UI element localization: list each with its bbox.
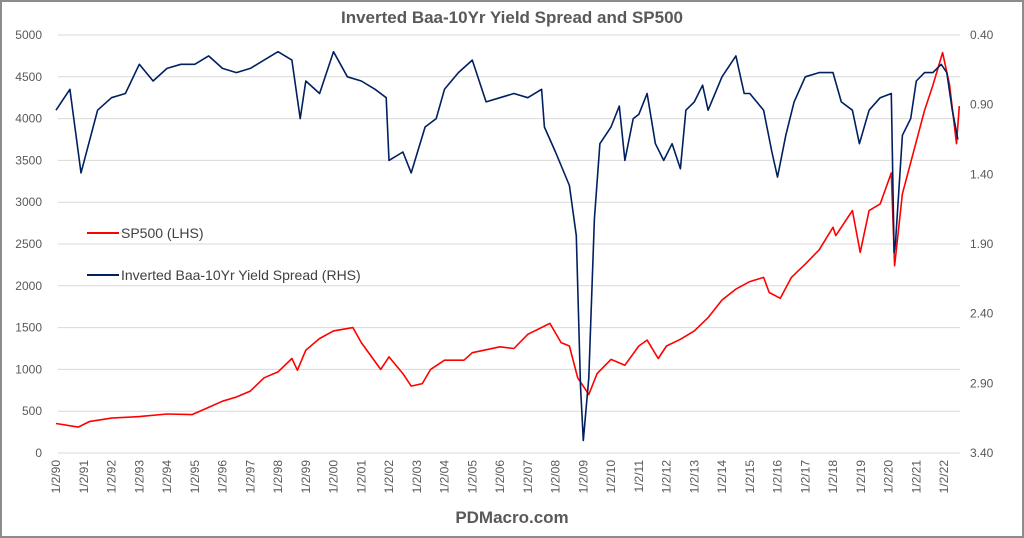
left-tick-label: 2500 <box>15 237 42 251</box>
x-tick-label: 1/2/91 <box>77 460 91 494</box>
legend-label: SP500 (LHS) <box>121 225 203 241</box>
left-tick-label: 3500 <box>15 153 42 167</box>
x-tick-label: 1/2/99 <box>299 460 313 494</box>
left-tick-label: 5000 <box>15 28 42 42</box>
x-tick-label: 1/2/14 <box>715 460 729 494</box>
x-tick-label: 1/2/12 <box>660 460 674 494</box>
x-tick-label: 1/2/06 <box>493 460 507 494</box>
x-tick-label: 1/2/98 <box>271 460 285 494</box>
x-tick-label: 1/2/08 <box>549 460 563 494</box>
x-tick-label: 1/2/05 <box>465 460 479 494</box>
x-tick-label: 1/2/22 <box>937 460 951 494</box>
right-tick-label: 1.90 <box>970 237 994 251</box>
x-tick-label: 1/2/17 <box>798 460 812 494</box>
x-tick-label: 1/2/16 <box>771 460 785 494</box>
left-tick-label: 1500 <box>15 321 42 335</box>
x-tick-label: 1/2/20 <box>882 460 896 494</box>
x-tick-label: 1/2/10 <box>604 460 618 494</box>
x-tick-label: 1/2/11 <box>632 460 646 493</box>
right-tick-label: 0.90 <box>970 98 994 112</box>
left-tick-label: 4500 <box>15 70 42 84</box>
x-tick-label: 1/2/07 <box>521 460 535 494</box>
legend-label: Inverted Baa-10Yr Yield Spread (RHS) <box>121 267 361 283</box>
sp500-series-line <box>55 51 961 428</box>
x-tick-label: 1/2/95 <box>188 460 202 494</box>
x-tick-label: 1/2/96 <box>216 460 230 494</box>
x-tick-label: 1/2/92 <box>105 460 119 494</box>
right-tick-label: 0.40 <box>970 28 994 42</box>
x-tick-label: 1/2/02 <box>382 460 396 494</box>
left-tick-label: 2000 <box>15 279 42 293</box>
chart-footer: PDMacro.com <box>455 508 569 527</box>
x-tick-label: 1/2/18 <box>826 460 840 494</box>
x-tick-label: 1/2/00 <box>327 460 341 494</box>
spread-series-line <box>55 50 959 442</box>
chart-title: Inverted Baa-10Yr Yield Spread and SP500 <box>340 8 684 27</box>
x-tick-label: 1/2/97 <box>243 460 257 494</box>
x-tick-label: 1/2/15 <box>743 460 757 494</box>
right-tick-label: 3.40 <box>970 446 994 460</box>
x-tick-label: 1/2/04 <box>438 460 452 494</box>
left-tick-label: 4000 <box>15 112 42 126</box>
right-tick-label: 2.90 <box>970 376 994 390</box>
x-tick-label: 1/2/93 <box>132 460 146 494</box>
x-tick-label: 1/2/21 <box>909 460 923 494</box>
x-tick-label: 1/2/13 <box>687 460 701 494</box>
x-tick-label: 1/2/19 <box>854 460 868 494</box>
x-tick-label: 1/2/09 <box>576 460 590 494</box>
x-tick-label: 1/2/01 <box>354 460 368 494</box>
right-tick-label: 1.40 <box>970 167 994 181</box>
left-tick-label: 3000 <box>15 195 42 209</box>
left-tick-label: 1000 <box>15 362 42 376</box>
x-tick-label: 1/2/94 <box>160 460 174 494</box>
x-tick-label: 1/2/03 <box>410 460 424 494</box>
left-tick-label: 500 <box>22 404 42 418</box>
right-tick-label: 2.40 <box>970 307 994 321</box>
left-tick-label: 0 <box>35 446 42 460</box>
x-tick-label: 1/2/90 <box>49 460 63 494</box>
